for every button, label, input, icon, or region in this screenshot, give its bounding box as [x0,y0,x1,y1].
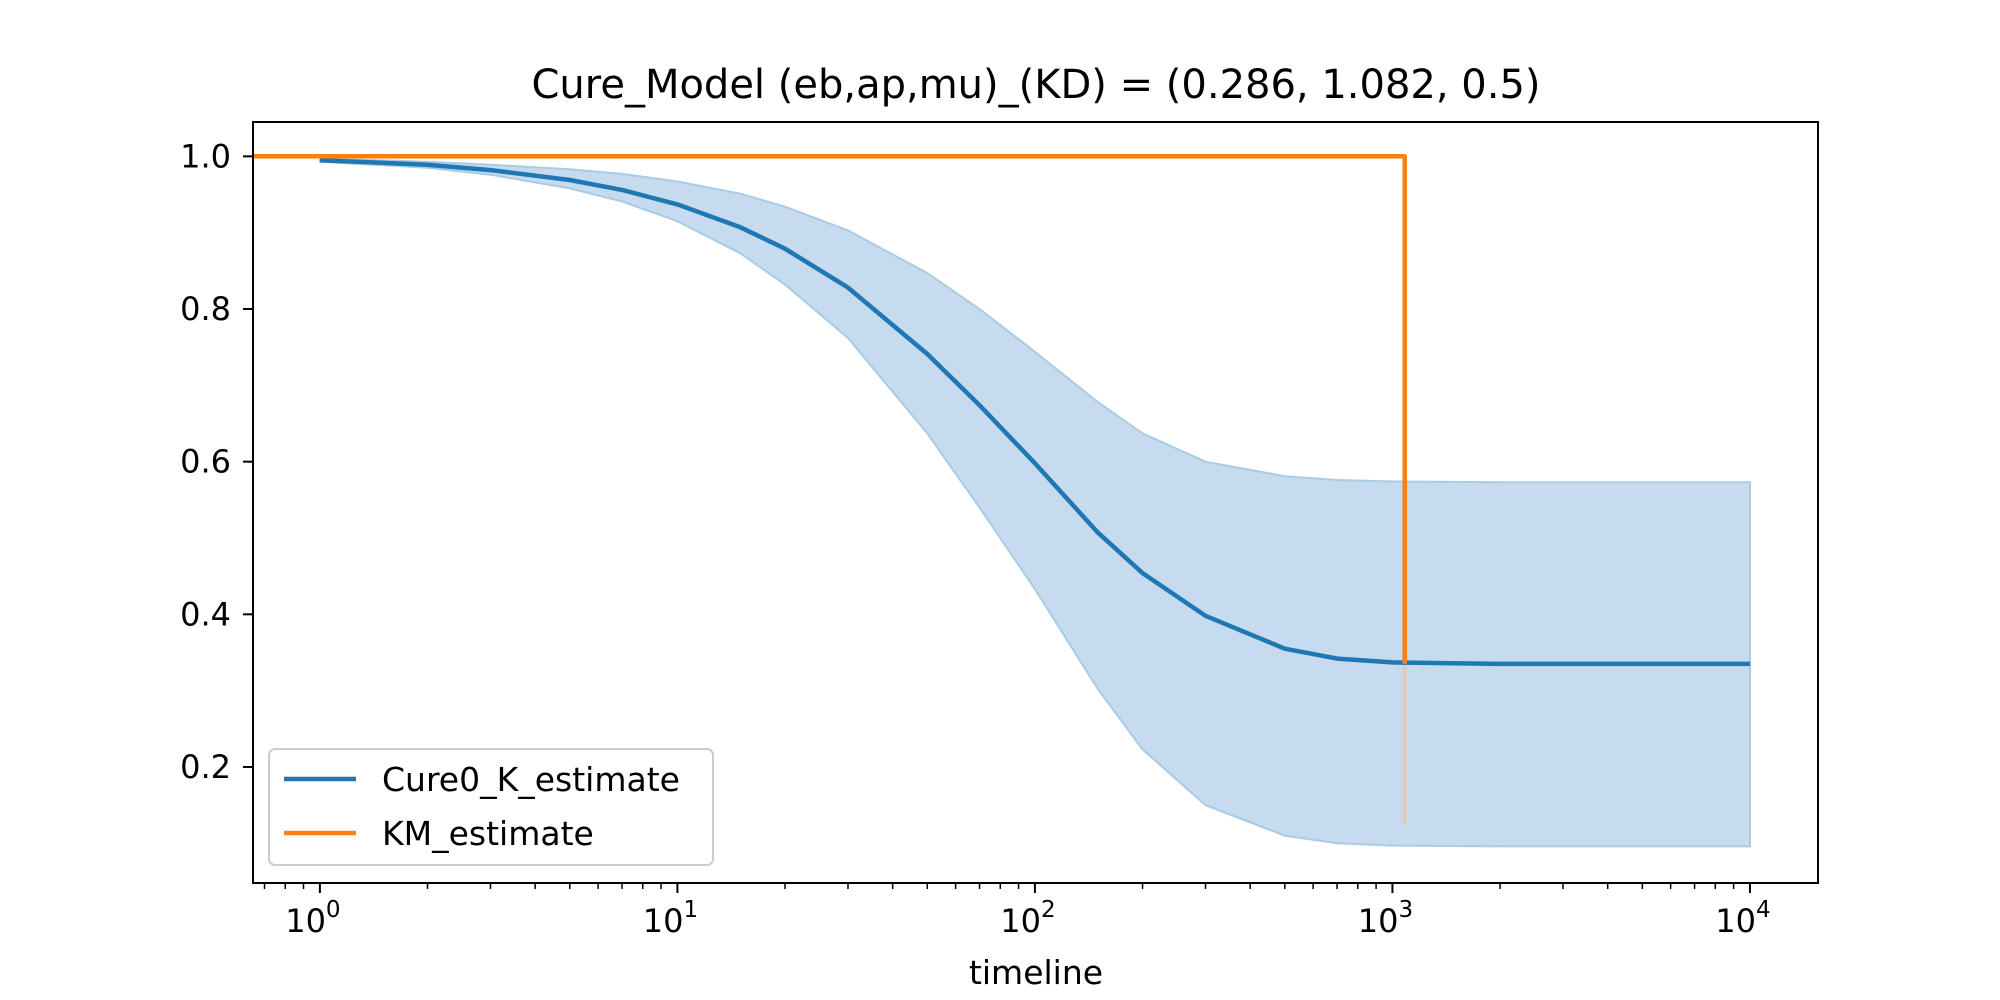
confidence-band-cure0-k-estimate [318,157,1751,848]
x-tick-label-base: 10 [1715,902,1756,940]
x-tick-label-exponent: 2 [1041,897,1056,923]
x-tick-label-exponent: 4 [1756,897,1771,923]
x-tick-label: 104 [1715,897,1770,940]
y-tick-label: 0.4 [180,595,231,633]
legend-entry-km-estimate-label: KM_estimate [382,814,594,853]
x-tick-label-exponent: 1 [683,897,698,923]
x-tick-label-base: 10 [285,902,326,940]
chart-title: Cure_Model (eb,ap,mu)_(KD) = (0.286, 1.0… [531,62,1540,108]
x-tick-label: 101 [643,897,698,940]
series-line-cure0-k-estimate [319,157,1750,667]
y-tick-label: 0.2 [180,748,231,786]
x-tick-label-base: 10 [1000,902,1041,940]
x-axis-label: timeline [969,953,1103,992]
y-tick-label: 0.8 [180,290,231,328]
legend: Cure0_K_estimate KM_estimate [268,748,714,866]
x-axis: 100 101 102 103 104 [263,883,1771,940]
plot-area [252,121,1819,884]
y-axis: 0.2 0.4 0.6 0.8 1.0 [180,137,253,786]
x-tick-label: 103 [1358,897,1413,940]
y-tick-label: 1.0 [180,137,231,175]
legend-box [268,748,714,866]
x-tick-label-exponent: 3 [1398,897,1413,923]
x-tick-label-exponent: 0 [326,897,341,923]
x-tick-label-base: 10 [643,902,684,940]
series-line-km-estimate [253,154,1407,664]
x-tick-label-base: 10 [1358,902,1399,940]
legend-entry-cure0-k-estimate-label: Cure0_K_estimate [382,760,680,799]
x-tick-label: 102 [1000,897,1055,940]
x-tick-label: 100 [285,897,340,940]
y-tick-label: 0.6 [180,443,231,481]
